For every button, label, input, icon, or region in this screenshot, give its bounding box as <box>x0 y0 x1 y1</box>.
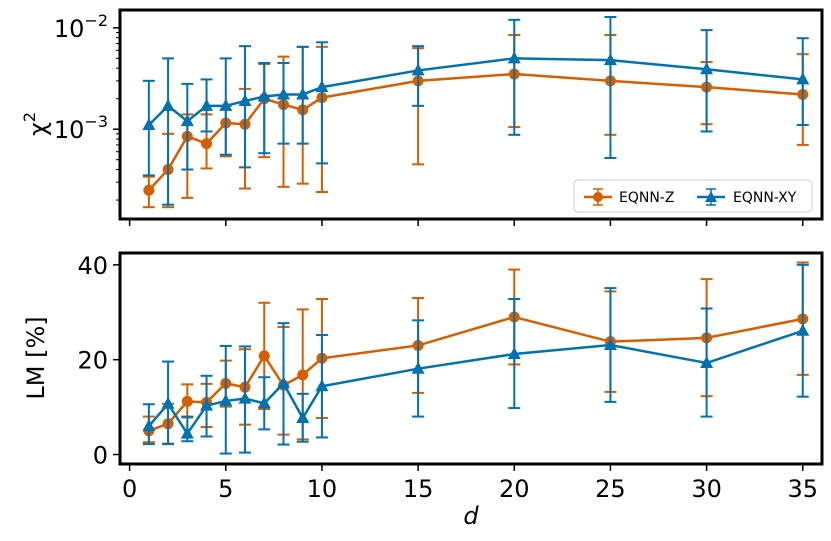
y-tick-label: 10−2 <box>54 11 108 43</box>
data-point-eqnn-xy <box>257 89 271 102</box>
data-point-eqnn-xy <box>200 398 214 411</box>
x-tick-label: 35 <box>787 475 818 503</box>
legend-handle-eqnn-xy <box>697 188 725 206</box>
x-axis-label: d <box>463 502 479 530</box>
x-tick-label: 15 <box>403 475 434 503</box>
data-point-eqnn-xy <box>238 391 252 404</box>
data-point-eqnn-xy <box>219 98 233 111</box>
data-point-eqnn-z <box>143 184 155 196</box>
data-point-eqnn-xy <box>700 62 714 75</box>
x-tick-label: 20 <box>499 475 530 503</box>
bottom-y-axis-label: LM [%] <box>22 316 50 399</box>
top-y-axis-label: χ2 <box>20 112 52 136</box>
top-plot-frame <box>118 8 824 221</box>
y-tick-exponent: −3 <box>84 112 108 131</box>
top-y-ticks: 10−310−2 <box>54 11 120 201</box>
data-point-eqnn-xy <box>276 376 290 389</box>
data-point-eqnn-xy <box>161 98 175 111</box>
bottom-y-ticks: 0 20 40 <box>77 252 120 470</box>
data-point-eqnn-xy <box>142 118 156 131</box>
bottom-plot-frame <box>118 251 824 466</box>
legend-label-eqnn-xy: EQNN-XY <box>733 190 797 206</box>
legend-label-eqnn-z: EQNN-Z <box>619 190 674 206</box>
data-point-eqnn-z <box>297 369 309 381</box>
y-tick-label: 0 <box>93 442 108 470</box>
legend: EQNN-Z EQNN-XY <box>573 179 813 213</box>
top-series-layer <box>142 15 810 209</box>
data-point-eqnn-z <box>258 350 270 362</box>
data-point-eqnn-xy <box>276 87 290 100</box>
data-point-eqnn-xy <box>238 93 252 106</box>
y-tick-label: 10−3 <box>54 112 108 144</box>
legend-frame <box>573 179 813 213</box>
x-tick-label: 30 <box>691 475 722 503</box>
bottom-series-layer <box>142 261 810 455</box>
y-tick-label: 20 <box>77 347 108 375</box>
x-tick-label: 5 <box>218 475 233 503</box>
data-point-eqnn-xy <box>411 361 425 374</box>
series-eqnn-xy <box>142 263 810 455</box>
x-tick-label: 10 <box>307 475 338 503</box>
data-point-eqnn-xy <box>219 393 233 406</box>
bottom-panel: 0 5 10 15 20 25 30 35 0 20 40 LM [%] d <box>22 251 824 530</box>
data-point-eqnn-xy <box>180 426 194 439</box>
bottom-x-ticks: 0 5 10 15 20 25 30 35 <box>122 464 818 503</box>
data-point-eqnn-xy <box>796 72 810 85</box>
data-point-eqnn-xy <box>411 63 425 76</box>
data-point-eqnn-z <box>201 138 213 150</box>
y-tick-base: 10 <box>54 15 85 43</box>
y-tick-base: 10 <box>54 116 85 144</box>
data-point-eqnn-xy <box>296 87 310 100</box>
x-tick-label: 25 <box>595 475 626 503</box>
data-point-eqnn-xy <box>180 114 194 127</box>
data-point-eqnn-xy <box>507 51 521 64</box>
data-point-eqnn-z <box>181 395 193 407</box>
data-point-eqnn-xy <box>296 411 310 424</box>
data-point-eqnn-xy <box>700 356 714 369</box>
y-tick-label: 40 <box>77 252 108 280</box>
data-point-eqnn-xy <box>315 80 329 93</box>
data-point-eqnn-xy <box>142 419 156 432</box>
data-point-eqnn-xy <box>507 346 521 359</box>
x-tick-label: 0 <box>122 475 137 503</box>
top-panel: 10−310−2 χ2 EQNN-Z EQNN-XY <box>20 8 824 226</box>
legend-handle-eqnn-z <box>584 188 612 206</box>
y-tick-exponent: −2 <box>84 11 108 30</box>
series-eqnn-xy <box>142 15 810 206</box>
data-point-eqnn-xy <box>315 379 329 392</box>
data-point-eqnn-xy <box>257 396 271 409</box>
data-point-eqnn-xy <box>603 337 617 350</box>
data-point-eqnn-xy <box>603 53 617 66</box>
top-x-ticks <box>128 219 804 226</box>
data-point-eqnn-xy <box>796 323 810 336</box>
data-point-eqnn-xy <box>161 396 175 409</box>
data-point-eqnn-xy <box>200 98 214 111</box>
